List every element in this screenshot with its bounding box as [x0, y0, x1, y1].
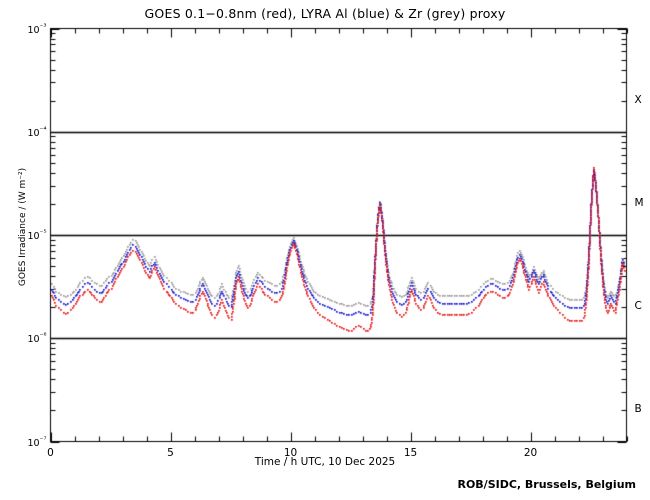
x-axis-label: Time / h UTC, 10 Dec 2025: [254, 456, 396, 468]
y-tick-label: 10⁻⁴: [27, 124, 47, 139]
x-tick-label: 5: [167, 446, 174, 459]
flare-class-label-b: B: [634, 403, 642, 416]
flare-class-label-c: C: [634, 300, 642, 313]
chart-title: GOES 0.1−0.8nm (red), LYRA Al (blue) & Z…: [144, 6, 506, 21]
x-tick-label: 20: [523, 446, 538, 459]
flare-class-label-x: X: [634, 93, 642, 106]
y-tick-label: 10⁻⁵: [27, 228, 47, 243]
y-tick-label: 10⁻³: [27, 21, 47, 36]
y-tick-label: 10⁻⁶: [27, 331, 47, 346]
y-tick-label: 10⁻⁷: [27, 434, 47, 449]
flare-class-label-m: M: [634, 196, 644, 209]
x-tick-label: 0: [47, 446, 54, 459]
x-tick-label: 15: [403, 446, 418, 459]
y-axis-label: GOES Irradiance / (W m⁻²): [18, 167, 28, 287]
x-tick-label: 10: [283, 446, 298, 459]
credit-label: ROB/SIDC, Brussels, Belgium: [457, 478, 636, 491]
